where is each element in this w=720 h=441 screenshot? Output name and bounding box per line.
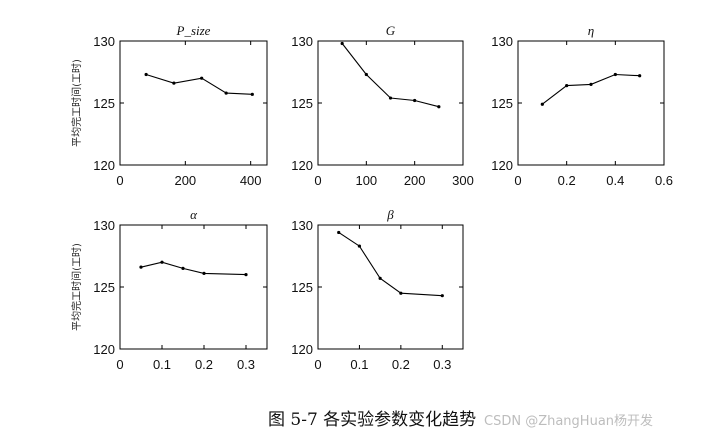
data-point: [340, 41, 344, 46]
y-tick-label: 120: [93, 158, 115, 173]
y-tick-label: 125: [291, 280, 313, 295]
x-tick-label: 400: [240, 173, 262, 188]
x-tick-label: 0.2: [195, 357, 213, 372]
y-tick-label: 120: [491, 158, 513, 173]
x-tick-label: 0: [116, 357, 123, 372]
data-point: [357, 244, 362, 248]
x-tick-label: 0.3: [433, 357, 451, 372]
y-axis-label-4: 平均完工时间(工时): [70, 243, 83, 331]
x-tick-label: 0.2: [558, 173, 576, 188]
plot-frame-4: [119, 224, 268, 350]
data-point: [388, 96, 393, 100]
x-tick-label: 300: [452, 173, 474, 188]
y-tick-label: 125: [93, 280, 115, 295]
plot-title-3: η: [588, 23, 594, 38]
x-tick-label: 0.1: [153, 357, 171, 372]
series-line-5: [338, 231, 443, 297]
data-point: [565, 84, 569, 88]
watermark: CSDN @ZhangHuan杨开发: [484, 414, 654, 429]
y-tick-label: 125: [291, 96, 313, 111]
y-tick-label: 120: [291, 342, 313, 357]
series-line-1: [145, 73, 253, 95]
data-point: [337, 230, 341, 235]
plot-title-4: α: [190, 207, 198, 222]
x-tick-label: 0.4: [606, 173, 624, 188]
x-tick-label: 0.1: [350, 357, 368, 372]
data-point: [244, 273, 248, 277]
data-point: [172, 81, 176, 85]
x-tick-label: 100: [355, 173, 377, 188]
data-point: [160, 260, 164, 264]
data-point: [540, 102, 544, 106]
data-point: [224, 91, 228, 95]
data-point: [144, 72, 148, 77]
data-point: [399, 291, 403, 295]
x-tick-label: 0: [314, 357, 321, 372]
x-tick-label: 200: [174, 173, 196, 188]
plot-frame-1: [119, 40, 268, 166]
series-line-3: [541, 73, 640, 105]
data-point: [613, 72, 617, 77]
data-point: [437, 105, 441, 109]
x-tick-label: 200: [404, 173, 426, 188]
data-point: [200, 76, 204, 80]
data-point: [202, 271, 206, 275]
y-tick-label: 130: [291, 34, 313, 49]
data-point: [440, 294, 444, 298]
plot-frame-5: [317, 224, 464, 350]
data-point: [589, 82, 593, 86]
data-point: [378, 276, 382, 280]
y-tick-label: 130: [491, 34, 513, 49]
data-point: [638, 74, 642, 78]
x-tick-label: 0.2: [392, 357, 410, 372]
figure-caption: 图 5-7 各实验参数变化趋势: [268, 410, 477, 430]
y-tick-label: 130: [291, 218, 313, 233]
y-tick-label: 125: [93, 96, 115, 111]
data-point: [250, 92, 254, 96]
y-tick-label: 120: [291, 158, 313, 173]
plot-title-1: P_size: [176, 23, 211, 38]
y-tick-label: 130: [93, 34, 115, 49]
x-tick-label: 0.3: [237, 357, 255, 372]
data-point: [364, 72, 368, 77]
y-tick-label: 125: [491, 96, 513, 111]
y-tick-label: 120: [93, 342, 115, 357]
y-axis-label-1: 平均完工时间(工时): [70, 59, 83, 147]
plot-title-2: G: [386, 23, 396, 38]
x-tick-label: 0: [514, 173, 521, 188]
plot-frame-3: [517, 40, 665, 166]
plot-title-5: β: [386, 207, 394, 222]
series-line-4: [140, 261, 247, 276]
data-point: [413, 98, 417, 103]
x-tick-label: 0: [116, 173, 123, 188]
y-tick-label: 130: [93, 218, 115, 233]
x-tick-label: 0: [314, 173, 321, 188]
data-point: [139, 265, 143, 269]
data-point: [181, 266, 185, 270]
plot-frame-2: [317, 40, 464, 166]
x-tick-label: 0.6: [655, 173, 673, 188]
